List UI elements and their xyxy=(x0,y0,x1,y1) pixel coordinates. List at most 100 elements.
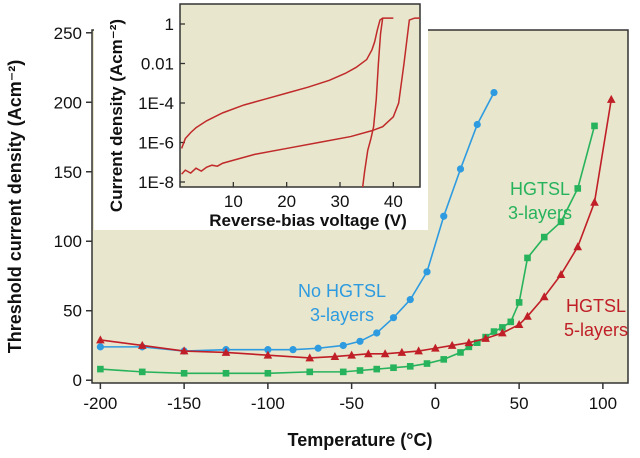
data-point xyxy=(96,335,105,344)
inset-x-tick-label: 20 xyxy=(277,192,296,211)
data-point xyxy=(389,314,398,322)
data-point xyxy=(380,349,390,358)
data-point xyxy=(180,369,188,377)
data-point xyxy=(356,337,364,345)
inset-curve-2 xyxy=(361,17,384,187)
series-line xyxy=(100,125,596,375)
data-point xyxy=(456,165,465,173)
x-tick-label: 50 xyxy=(510,394,529,413)
data-point xyxy=(514,320,524,329)
x-tick-label: -200 xyxy=(83,394,117,413)
inset-y-tick-label: 0.01 xyxy=(141,55,174,74)
data-point xyxy=(264,369,272,377)
data-point xyxy=(440,212,448,220)
annotation-line: HGTSL xyxy=(566,296,626,316)
data-point xyxy=(289,346,297,354)
x-tick-label: 100 xyxy=(589,394,617,413)
data-point xyxy=(557,218,565,226)
data-point xyxy=(523,311,532,320)
y-tick-label: 150 xyxy=(54,163,82,182)
data-point xyxy=(457,349,464,356)
inset-x-tick-label: 40 xyxy=(384,192,403,211)
y-tick-label: 50 xyxy=(63,302,82,321)
annotation-line: No HGTSL xyxy=(298,281,386,301)
data-point xyxy=(222,369,230,377)
inset-x-axis-title: Reverse-bias voltage (V) xyxy=(209,211,406,230)
inset-x-tick-label: 10 xyxy=(224,192,243,211)
data-point xyxy=(373,365,381,373)
data-point xyxy=(96,343,104,351)
x-tick-label: 0 xyxy=(431,394,440,413)
data-point xyxy=(97,365,104,373)
data-point xyxy=(606,94,616,103)
data-point xyxy=(263,350,273,359)
data-point xyxy=(423,268,431,276)
data-point xyxy=(137,340,147,349)
data-point xyxy=(339,368,347,376)
data-point xyxy=(364,349,373,358)
data-point xyxy=(490,328,498,335)
data-point xyxy=(473,339,481,346)
data-point xyxy=(465,343,473,351)
series-green xyxy=(97,122,598,377)
data-point xyxy=(339,341,347,350)
data-point xyxy=(179,346,189,355)
data-point xyxy=(314,344,322,352)
y-tick-label: 200 xyxy=(54,93,82,112)
inset-y-axis-title: Current density (Acm⁻²) xyxy=(107,19,126,212)
data-point xyxy=(423,360,431,367)
data-point xyxy=(591,122,598,130)
data-point xyxy=(490,88,498,97)
series-line xyxy=(100,99,613,359)
data-point xyxy=(221,347,231,356)
data-point xyxy=(390,364,397,372)
y-tick-label: 100 xyxy=(54,232,82,251)
data-point xyxy=(306,368,314,376)
data-point xyxy=(556,269,566,278)
data-point xyxy=(356,367,364,374)
inset-y-tick-label: 1E-8 xyxy=(138,173,174,192)
x-tick-label: -150 xyxy=(167,394,201,413)
x-tick-label: -100 xyxy=(251,394,285,413)
data-point xyxy=(406,296,414,304)
annotation-green: HGTSL 3-layers xyxy=(508,179,572,223)
annotation-line: 5-layers xyxy=(564,320,628,340)
annotation-line: 3-layers xyxy=(310,305,374,325)
x-tick-label: -50 xyxy=(339,394,364,413)
data-point xyxy=(431,343,440,352)
annotation-blue: No HGTSL 3-layers xyxy=(298,281,386,325)
data-point xyxy=(515,299,523,306)
data-point xyxy=(414,346,423,355)
inset-y-tick-label: 1E-4 xyxy=(138,94,174,113)
annotation-line: HGTSL xyxy=(510,179,570,199)
y-axis-title: Threshold current density (Acm⁻²) xyxy=(5,60,25,354)
data-point xyxy=(347,350,356,359)
x-axis-title: Temperature (°C) xyxy=(288,430,433,450)
data-point xyxy=(524,254,531,262)
data-point xyxy=(473,120,481,129)
series-red xyxy=(96,94,616,362)
data-point xyxy=(590,197,599,206)
annotation-line: 3-layers xyxy=(508,203,572,223)
data-point xyxy=(440,356,448,363)
data-point xyxy=(264,346,272,354)
data-point xyxy=(330,351,340,360)
inset-y-tick-label: 1E-6 xyxy=(138,134,174,153)
data-point xyxy=(406,363,414,370)
data-point xyxy=(539,292,549,301)
data-point xyxy=(373,329,381,337)
data-point xyxy=(573,242,583,251)
inset-x-tick-label: 30 xyxy=(331,192,350,211)
data-point xyxy=(498,328,507,337)
inset-curve-0 xyxy=(180,17,394,149)
data-point xyxy=(464,338,474,347)
data-point xyxy=(540,233,548,241)
data-point xyxy=(397,347,407,356)
y-tick-label: 0 xyxy=(73,371,82,390)
data-point xyxy=(507,318,515,326)
inset-plot-area xyxy=(179,3,421,188)
data-point xyxy=(481,333,490,342)
inset-curve-1 xyxy=(181,17,420,175)
